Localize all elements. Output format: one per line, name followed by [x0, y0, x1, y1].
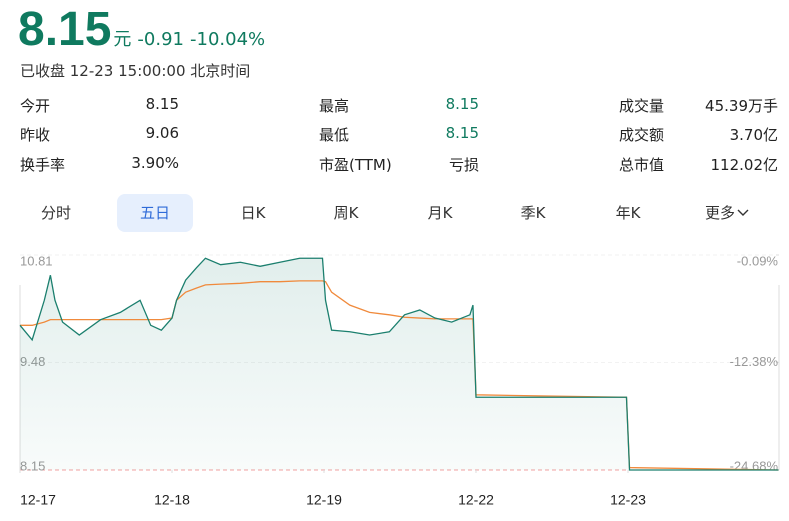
- stat-label: 今开: [20, 97, 51, 115]
- x-tick-label: 12-19: [306, 492, 342, 508]
- stat-label: 总市值: [619, 156, 665, 174]
- stat-value: 8.15: [145, 95, 179, 113]
- tab[interactable]: 分时: [40, 204, 71, 222]
- stat-label: 换手率: [20, 156, 66, 174]
- tab[interactable]: 周K: [333, 204, 359, 222]
- quote-header: 8.15 元 -0.91 -10.04%: [18, 2, 265, 57]
- stat-label: 市盈(TTM): [319, 156, 392, 174]
- tab[interactable]: 更多: [689, 194, 765, 232]
- y-tick-label: 10.81: [20, 253, 53, 268]
- stat-label: 昨收: [20, 126, 51, 144]
- x-tick-label: 12-18: [154, 492, 190, 508]
- stat-value: 45.39万手: [705, 97, 778, 115]
- tab[interactable]: 五日: [117, 194, 193, 232]
- price-area: [20, 258, 779, 470]
- stat-label: 成交量: [619, 97, 665, 115]
- stat-value: 8.15: [445, 95, 479, 113]
- stat-value: 8.15: [445, 124, 479, 142]
- unit: 元: [113, 29, 132, 50]
- price: 8.15: [18, 3, 112, 56]
- x-tick-label: 12-17: [20, 492, 56, 508]
- x-tick-label: 12-23: [610, 492, 646, 508]
- tab[interactable]: 日K: [240, 204, 266, 222]
- tab[interactable]: 年K: [615, 204, 641, 222]
- y2-tick-label: -12.38%: [730, 354, 779, 369]
- stat-label: 最高: [319, 97, 350, 115]
- stat-value: 3.90%: [131, 154, 179, 172]
- y-tick-label: 9.48: [20, 354, 45, 369]
- stat-value: 3.70亿: [729, 126, 778, 144]
- stat-value: 亏损: [448, 156, 479, 174]
- tab[interactable]: 月K: [427, 204, 453, 222]
- stat-label: 成交额: [619, 126, 665, 144]
- average-line: [20, 280, 779, 471]
- chevron: [737, 209, 749, 216]
- stat-value: 9.06: [145, 124, 179, 142]
- price-line: [19, 257, 779, 471]
- stat-label: 最低: [319, 126, 350, 144]
- tab[interactable]: 季K: [520, 204, 546, 222]
- y-tick-label: 8.15: [20, 458, 45, 473]
- change: -0.91: [137, 29, 184, 50]
- y2-tick-label: -0.09%: [737, 253, 779, 268]
- stat-value: 112.02亿: [710, 156, 779, 174]
- y2-tick-label: -24.68%: [730, 458, 779, 473]
- x-tick-label: 12-22: [458, 492, 494, 508]
- change-pct: -10.04%: [190, 29, 266, 50]
- market-status: 已收盘 12-23 15:00:00 北京时间: [20, 62, 251, 80]
